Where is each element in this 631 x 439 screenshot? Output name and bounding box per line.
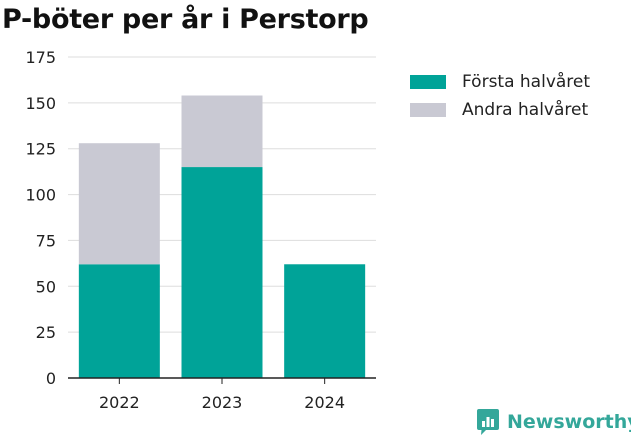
- legend: Första halvåret Andra halvåret: [410, 68, 590, 124]
- legend-swatch-first-half: [410, 75, 446, 89]
- y-tick-label: 25: [36, 323, 56, 342]
- bar-first-half: [78, 264, 160, 378]
- bar-second-half: [78, 143, 160, 265]
- bar-second-half: [181, 95, 263, 168]
- bar-first-half: [181, 167, 263, 378]
- newsworthy-logo-icon: [477, 409, 499, 435]
- bar-first-half: [284, 264, 366, 378]
- axes: 0 25 50 75 100 125 150 175 2022 2023 2024: [25, 48, 376, 412]
- chart-title: P-böter per år i Perstorp: [2, 4, 369, 35]
- x-tick-label: 2024: [304, 393, 345, 412]
- y-tick-label: 0: [46, 369, 56, 388]
- y-tick-label: 150: [25, 94, 56, 113]
- legend-swatch-second-half: [410, 103, 446, 117]
- bars: [78, 95, 366, 378]
- brand-logo: Newsworthy: [476, 408, 631, 436]
- y-tick-label: 125: [25, 140, 56, 159]
- brand-name: Newsworthy: [507, 411, 631, 433]
- y-tick-label: 100: [25, 186, 56, 205]
- legend-item-first-half: Första halvåret: [410, 68, 590, 96]
- y-tick-label: 75: [36, 231, 56, 250]
- x-tick-label: 2023: [202, 393, 243, 412]
- legend-item-second-half: Andra halvåret: [410, 96, 590, 124]
- legend-label-second-half: Andra halvåret: [462, 100, 589, 120]
- y-tick-label: 50: [36, 277, 56, 296]
- y-tick-label: 175: [25, 48, 56, 67]
- x-tick-label: 2022: [99, 393, 140, 412]
- legend-label-first-half: Första halvåret: [462, 72, 591, 92]
